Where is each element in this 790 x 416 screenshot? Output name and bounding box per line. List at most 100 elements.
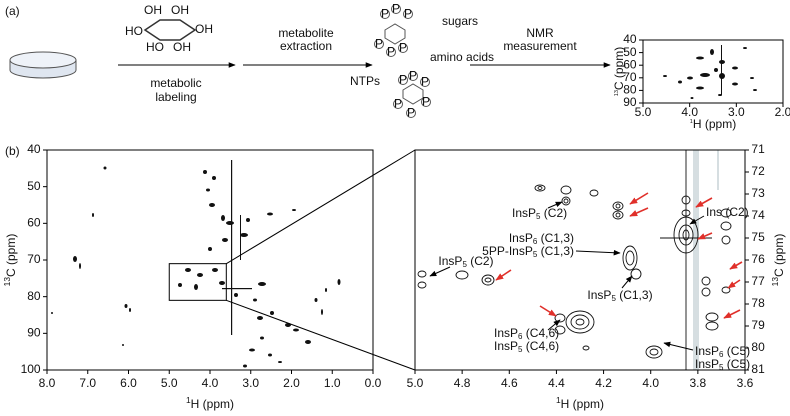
- axis-title: 1H (ppm): [556, 395, 604, 411]
- x-tick-label: 4.2: [595, 376, 612, 390]
- x-tick-label: 3.6: [737, 376, 754, 390]
- y-tick-label: 76: [751, 252, 765, 266]
- annotation-name: InsP: [438, 254, 462, 268]
- x-tick-label: 3.0: [242, 376, 259, 390]
- x-tick-label: 4.4: [548, 376, 565, 390]
- phosphate: [398, 75, 408, 85]
- zoom-box: [168, 263, 227, 301]
- phosphate-label: P: [409, 69, 417, 83]
- y-tick-label: 50: [623, 45, 637, 59]
- red-arrows: [495, 192, 743, 319]
- plot-frame: [642, 39, 784, 104]
- petri-dish: [9, 51, 77, 79]
- x-tick-label: 5.0: [407, 376, 424, 390]
- y-tick-label: 90: [623, 95, 637, 109]
- annotation-arrow: [621, 275, 633, 289]
- annotation-name: InsP: [494, 326, 518, 340]
- y-tick-label: 79: [751, 318, 765, 332]
- hydroxyl-label: OH: [195, 22, 213, 36]
- annotation-arrow: [575, 249, 621, 256]
- y-tick-label: 80: [623, 83, 637, 97]
- x-tick-label: 4.8: [454, 376, 471, 390]
- annotation-text: (C5): [723, 344, 750, 358]
- x-tick-label: 4.6: [501, 376, 518, 390]
- y-tick-label: 70: [623, 70, 637, 84]
- metabolite-label: NTPs: [350, 74, 380, 88]
- axis-title: 1H (ppm): [186, 395, 234, 411]
- phosphate-rings: [384, 23, 424, 105]
- phosphate-label: P: [404, 7, 412, 21]
- y-tick-label: 70: [27, 252, 41, 266]
- y-tick-label: 80: [27, 289, 41, 303]
- phosphate: [374, 39, 384, 49]
- annotation-sub: 5: [518, 345, 523, 354]
- y-tick-label: 60: [27, 216, 41, 230]
- phosphate-label: P: [399, 41, 407, 55]
- axis-title: 13C (ppm): [2, 234, 18, 287]
- x-tick-label: 7.0: [79, 376, 96, 390]
- axis-title-sup: 13: [2, 277, 12, 287]
- annotation-text: (C1,3): [537, 244, 574, 258]
- annotation-text: Ins (C2): [706, 205, 749, 219]
- annotation: InsP5 (C2): [512, 206, 567, 221]
- y-tick-label: 40: [623, 32, 637, 46]
- phosphate: [398, 43, 408, 53]
- axis-title-text: C (ppm): [772, 234, 786, 277]
- axis-title-text: C (ppm): [612, 47, 626, 90]
- zoom-spectrum-peaks: [417, 150, 732, 370]
- panel-label: (b): [5, 144, 20, 158]
- annotation: InsP6 (C5): [695, 344, 750, 359]
- annotation-name: InsP: [494, 339, 518, 353]
- x-tick-label: 3.8: [690, 376, 707, 390]
- x-tick-label: 3.0: [728, 105, 745, 119]
- annotation: InsP5 (C4,6): [494, 339, 559, 354]
- step-label: metabolite: [278, 26, 334, 40]
- axis-title-sup: 13: [770, 277, 780, 287]
- hydroxyl-label: OH: [144, 3, 162, 17]
- x-tick-label: 1.0: [324, 376, 341, 390]
- annotation: InsP5 (C5): [695, 357, 750, 372]
- x-tick-label: 4.0: [202, 376, 219, 390]
- annotation-arrow: [547, 201, 563, 209]
- x-tick-label: 5.0: [635, 105, 652, 119]
- annotation: InsP5 (C1,3): [587, 288, 652, 303]
- phosphate: [408, 71, 418, 81]
- plot-frame: [46, 149, 374, 371]
- annotation-arrow: [663, 341, 694, 351]
- axis-title-text: H (ppm): [561, 397, 604, 411]
- annotation-text: (C4,6): [522, 326, 559, 340]
- annotation-sub: 5: [611, 294, 616, 303]
- annotation-text: (C5): [723, 357, 750, 371]
- annotation-text: (C1,3): [537, 231, 574, 245]
- phosphate-label: P: [392, 2, 400, 16]
- y-tick-label: 71: [751, 142, 765, 156]
- x-tick-label: 0.0: [365, 376, 382, 390]
- y-tick-label: 73: [751, 186, 765, 200]
- axis-title: 13C (ppm): [612, 47, 626, 97]
- grey-band: [693, 150, 699, 370]
- annotation-arrow: [689, 215, 705, 225]
- phosphate: [391, 4, 401, 14]
- phosphate-label: P: [394, 97, 402, 111]
- annotation-sub: 6: [533, 237, 538, 246]
- annotation-sub: 5: [536, 212, 541, 221]
- annotation-arrow: [547, 319, 561, 331]
- grey-band: [717, 150, 719, 190]
- phosphate: [380, 9, 390, 19]
- annotation-text: (C2): [467, 254, 494, 268]
- phosphate-label: P: [399, 73, 407, 87]
- y-tick-label: 77: [751, 274, 765, 288]
- x-tick-label: 6.0: [120, 376, 137, 390]
- inositol-ring: [143, 19, 197, 41]
- hydroxyl-label: HO: [146, 40, 164, 54]
- annotation-name: InsP: [512, 206, 536, 220]
- y-tick-label: 90: [27, 326, 41, 340]
- small-spectrum-peaks: [663, 45, 757, 99]
- phosphate: [386, 47, 396, 57]
- phosphate-label: P: [407, 106, 415, 120]
- metabolite-label: sugars: [442, 14, 478, 28]
- phosphate: [420, 77, 430, 87]
- step-label: metabolic: [150, 76, 201, 90]
- axis-title-text: H (ppm): [191, 397, 234, 411]
